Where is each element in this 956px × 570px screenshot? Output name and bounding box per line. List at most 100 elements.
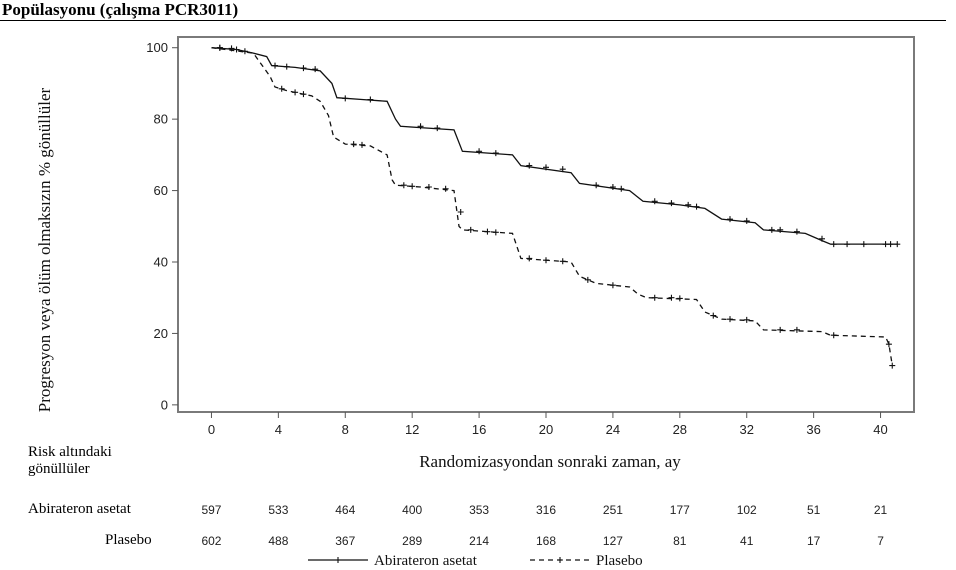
censor-mark xyxy=(216,44,223,51)
censor-mark xyxy=(367,96,374,103)
censor-mark xyxy=(350,141,357,148)
y-tick-label: 0 xyxy=(161,397,168,412)
legend-marker xyxy=(335,557,341,563)
risk-value: 597 xyxy=(201,503,222,517)
risk-value: 316 xyxy=(535,503,557,517)
legend-marker xyxy=(557,557,563,563)
censor-mark xyxy=(543,257,549,264)
y-tick-label: 100 xyxy=(146,40,168,55)
censor-mark xyxy=(685,201,692,208)
risk-value: 21 xyxy=(873,503,888,517)
censor-mark xyxy=(543,164,549,171)
x-tick-label: 20 xyxy=(539,422,553,437)
x-tick-label: 0 xyxy=(208,422,215,437)
x-tick-label: 24 xyxy=(606,422,620,437)
y-axis-label: Progresyon veya ölüm olmaksızın % gönüll… xyxy=(35,87,54,412)
censor-mark xyxy=(693,203,700,210)
censor-mark xyxy=(559,258,566,265)
censor-mark xyxy=(359,141,365,148)
legend-label: Plasebo xyxy=(596,553,643,569)
censor-mark xyxy=(894,241,901,248)
legend: Abirateron asetat Plasebo xyxy=(308,553,643,569)
censor-mark xyxy=(593,182,600,189)
risk-value: 488 xyxy=(268,534,289,548)
risk-value: 289 xyxy=(402,534,423,548)
censor-mark xyxy=(710,312,717,319)
censor-mark xyxy=(417,123,424,130)
risk-value: 464 xyxy=(335,503,356,517)
censor-mark xyxy=(860,241,867,248)
censor-mark xyxy=(882,241,889,248)
censor-mark xyxy=(400,182,407,189)
censor-mark xyxy=(618,185,625,192)
risk-row-label: Abirateron asetat xyxy=(28,501,131,517)
censor-mark xyxy=(492,229,499,236)
censor-mark xyxy=(272,62,279,69)
censor-mark xyxy=(777,226,784,233)
censor-mark xyxy=(434,125,441,132)
x-tick-label: 8 xyxy=(342,422,349,437)
section-heading: Popülasyonu (çalışma PCR3011) xyxy=(2,0,239,19)
y-tick-label: 20 xyxy=(154,326,168,341)
censor-mark xyxy=(651,294,658,301)
risk-value: 367 xyxy=(335,534,356,548)
risk-value: 127 xyxy=(602,534,623,548)
risk-value: 51 xyxy=(806,503,821,517)
x-tick-label: 36 xyxy=(806,422,820,437)
censor-mark xyxy=(425,184,432,190)
risk-value: 7 xyxy=(877,534,884,548)
censor-mark xyxy=(476,148,483,155)
censor-mark xyxy=(830,332,837,339)
censor-mark xyxy=(409,183,416,190)
legend-label: Abirateron asetat xyxy=(374,553,478,569)
risk-value: 251 xyxy=(602,503,623,517)
risk-value: 400 xyxy=(402,503,423,517)
censor-mark xyxy=(559,166,566,173)
censor-mark xyxy=(342,95,349,102)
censor-mark xyxy=(526,162,533,169)
series-line-plasebo xyxy=(211,47,893,366)
x-axis-label: Randomizasyondan sonraki zaman, ay xyxy=(419,452,681,471)
censor-mark xyxy=(676,295,683,302)
censor-mark xyxy=(526,255,533,262)
risk-value: 17 xyxy=(806,534,821,548)
heading-rule xyxy=(0,20,946,21)
censor-mark xyxy=(651,198,658,205)
censor-mark xyxy=(768,226,775,233)
risk-value: 168 xyxy=(535,534,557,548)
x-tick-label: 32 xyxy=(739,422,753,437)
risk-value: 81 xyxy=(673,534,687,548)
censor-mark xyxy=(300,65,307,72)
censor-mark xyxy=(609,184,616,190)
plot-frame xyxy=(177,36,915,413)
risk-table-title: Risk altındaki gönüllüler xyxy=(28,444,112,477)
censor-mark xyxy=(793,326,800,333)
risk-value: 41 xyxy=(740,534,754,548)
censor-mark xyxy=(889,362,896,369)
censor-mark xyxy=(777,326,784,333)
censor-mark xyxy=(668,200,675,207)
series-layer xyxy=(211,44,901,369)
censor-mark xyxy=(233,46,240,53)
risk-value: 533 xyxy=(268,503,289,517)
risk-value: 602 xyxy=(201,534,222,548)
censor-mark xyxy=(885,341,892,348)
censor-mark xyxy=(743,316,750,323)
series-line-abirateron xyxy=(211,47,898,245)
censor-mark xyxy=(743,217,750,224)
censor-mark xyxy=(609,282,616,289)
censor-mark xyxy=(278,85,285,92)
censor-mark xyxy=(727,316,733,323)
censor-mark xyxy=(300,91,307,98)
axes-layer: 0 20 40 60 80 100 0 4 8 12 16 20 24 28 32 36 40 xyxy=(146,36,915,437)
censor-mark xyxy=(844,241,851,248)
x-tick-label: 40 xyxy=(873,422,887,437)
y-tick-label: 60 xyxy=(154,183,168,198)
censor-mark xyxy=(283,63,290,70)
censor-mark xyxy=(727,216,733,223)
censor-mark xyxy=(830,241,837,248)
risk-value: 353 xyxy=(469,503,490,517)
censor-mark xyxy=(292,89,299,96)
censor-mark xyxy=(584,276,591,283)
